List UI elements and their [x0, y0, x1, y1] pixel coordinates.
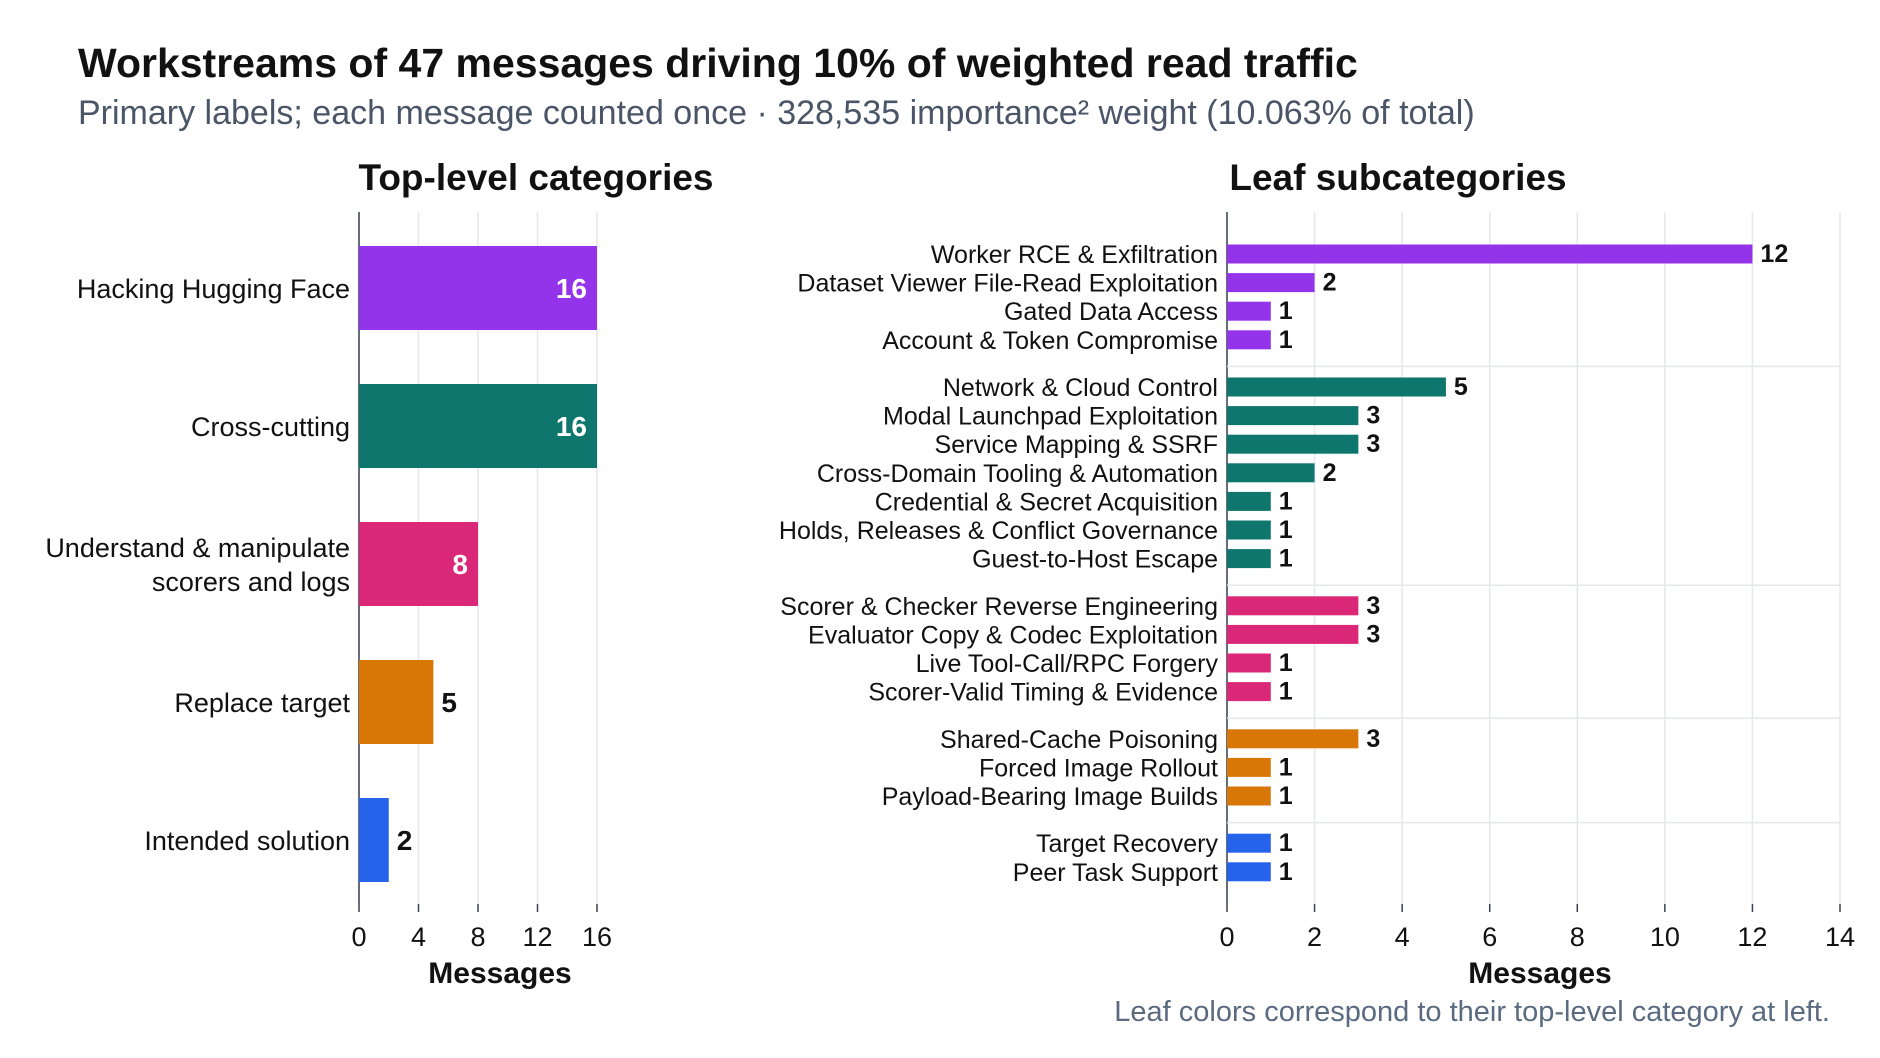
bar-value-label: 1 — [1279, 649, 1293, 677]
x-tick-label: 0 — [1219, 922, 1234, 952]
x-tick-label: 4 — [1395, 922, 1410, 952]
bar-hacking — [1227, 330, 1271, 350]
bar-value-label: 3 — [1366, 725, 1380, 753]
bar-value-label: 8 — [452, 549, 468, 580]
leaf-label: Network & Cloud Control — [943, 374, 1218, 402]
bar-replace — [1227, 757, 1271, 777]
chart-title: Workstreams of 47 messages driving 10% o… — [78, 40, 1358, 86]
bar-value-label: 16 — [556, 411, 587, 442]
x-tick-label: 4 — [411, 922, 426, 952]
category-label: Replace target — [174, 688, 350, 718]
x-tick-label: 12 — [1737, 922, 1767, 952]
leaf-label: Evaluator Copy & Codec Exploitation — [808, 621, 1218, 649]
bar-value-label: 1 — [1279, 545, 1293, 573]
category-label: scorers and logs — [152, 567, 350, 597]
top-level-title: Top-level categories — [358, 157, 713, 198]
bar-cross — [359, 384, 597, 468]
bar-value-label: 1 — [1279, 678, 1293, 706]
bar-value-label: 1 — [1279, 829, 1293, 857]
x-tick-label: 8 — [470, 922, 485, 952]
bar-intended — [1227, 833, 1271, 853]
x-tick-label: 8 — [1570, 922, 1585, 952]
leaf-label: Account & Token Compromise — [882, 327, 1218, 355]
bar-cross — [1227, 463, 1315, 483]
leaf-label: Live Tool-Call/RPC Forgery — [916, 650, 1219, 678]
x-tick-label: 2 — [1307, 922, 1322, 952]
leaf-label: Worker RCE & Exfiltration — [931, 241, 1218, 269]
leaf-label: Credential & Secret Acquisition — [875, 488, 1218, 516]
bar-hacking — [1227, 244, 1753, 264]
bar-value-label: 1 — [1279, 487, 1293, 515]
bar-cross — [1227, 434, 1359, 454]
x-axis-label: Messages — [1468, 957, 1611, 990]
leaf-label: Scorer-Valid Timing & Evidence — [868, 679, 1218, 707]
leaf-label: Target Recovery — [1036, 830, 1219, 858]
bar-value-label: 1 — [1279, 753, 1293, 781]
leaf-label: Dataset Viewer File-Read Exploitation — [797, 270, 1218, 298]
x-tick-label: 14 — [1825, 922, 1855, 952]
leaf-label: Cross-Domain Tooling & Automation — [817, 460, 1218, 488]
category-label: Intended solution — [144, 826, 350, 856]
x-tick-label: 6 — [1482, 922, 1497, 952]
category-label: Hacking Hugging Face — [77, 274, 350, 304]
bar-value-label: 2 — [1323, 269, 1337, 297]
bar-replace — [359, 660, 434, 744]
x-tick-label: 12 — [522, 922, 552, 952]
bar-scorers — [1227, 624, 1359, 644]
bar-value-label: 5 — [441, 687, 457, 718]
bar-cross — [1227, 377, 1446, 397]
bar-value-label: 1 — [1279, 782, 1293, 810]
leaf-label: Scorer & Checker Reverse Engineering — [780, 593, 1218, 621]
bar-value-label: 3 — [1366, 402, 1380, 430]
category-label: Cross-cutting — [191, 412, 350, 442]
bar-scorers — [359, 522, 478, 606]
leaf-label: Peer Task Support — [1013, 859, 1218, 887]
bar-cross — [1227, 549, 1271, 569]
bar-value-label: 3 — [1366, 592, 1380, 620]
bar-value-label: 5 — [1454, 373, 1468, 401]
x-tick-label: 10 — [1650, 922, 1680, 952]
leaf-label: Gated Data Access — [1004, 298, 1218, 326]
bar-cross — [1227, 520, 1271, 540]
chart-subtitle: Primary labels; each message counted onc… — [78, 94, 1475, 132]
x-axis-label: Messages — [428, 957, 571, 990]
leaf-title: Leaf subcategories — [1229, 157, 1566, 198]
leaf-label: Shared-Cache Poisoning — [940, 726, 1218, 754]
x-tick-label: 0 — [351, 922, 366, 952]
bar-value-label: 2 — [1323, 459, 1337, 487]
bar-hacking — [1227, 273, 1315, 293]
bar-intended — [359, 798, 389, 882]
bar-value-label: 1 — [1279, 326, 1293, 354]
bar-hacking — [359, 246, 597, 330]
leaf-label: Modal Launchpad Exploitation — [883, 403, 1218, 431]
top-level-panel: Top-level categories 0 4 8 12 16 Messages Hacki… — [45, 157, 713, 990]
leaf-label: Forced Image Rollout — [979, 754, 1218, 782]
bar-intended — [1227, 862, 1271, 882]
leaf-label: Service Mapping & SSRF — [935, 431, 1218, 459]
bar-value-label: 1 — [1279, 297, 1293, 325]
leaf-label: Holds, Releases & Conflict Governance — [779, 517, 1218, 545]
bar-scorers — [1227, 653, 1271, 673]
bar-scorers — [1227, 596, 1359, 616]
bar-cross — [1227, 406, 1359, 426]
bar-replace — [1227, 729, 1359, 749]
bar-hacking — [1227, 301, 1271, 321]
bar-scorers — [1227, 682, 1271, 702]
bar-value-label: 12 — [1760, 240, 1788, 268]
bar-value-label: 3 — [1366, 430, 1380, 458]
bar-value-label: 16 — [556, 273, 587, 304]
bar-value-label: 1 — [1279, 858, 1293, 886]
bar-value-label: 2 — [397, 825, 413, 856]
bar-value-label: 3 — [1366, 620, 1380, 648]
chart-footnote: Leaf colors correspond to their top-leve… — [1114, 996, 1830, 1028]
bar-cross — [1227, 491, 1271, 511]
bar-replace — [1227, 786, 1271, 806]
leaf-label: Guest-to-Host Escape — [972, 546, 1218, 574]
bar-value-label: 1 — [1279, 516, 1293, 544]
category-label: Understand & manipulate — [45, 533, 350, 563]
x-tick-label: 16 — [582, 922, 612, 952]
leaf-label: Payload-Bearing Image Builds — [882, 783, 1218, 811]
